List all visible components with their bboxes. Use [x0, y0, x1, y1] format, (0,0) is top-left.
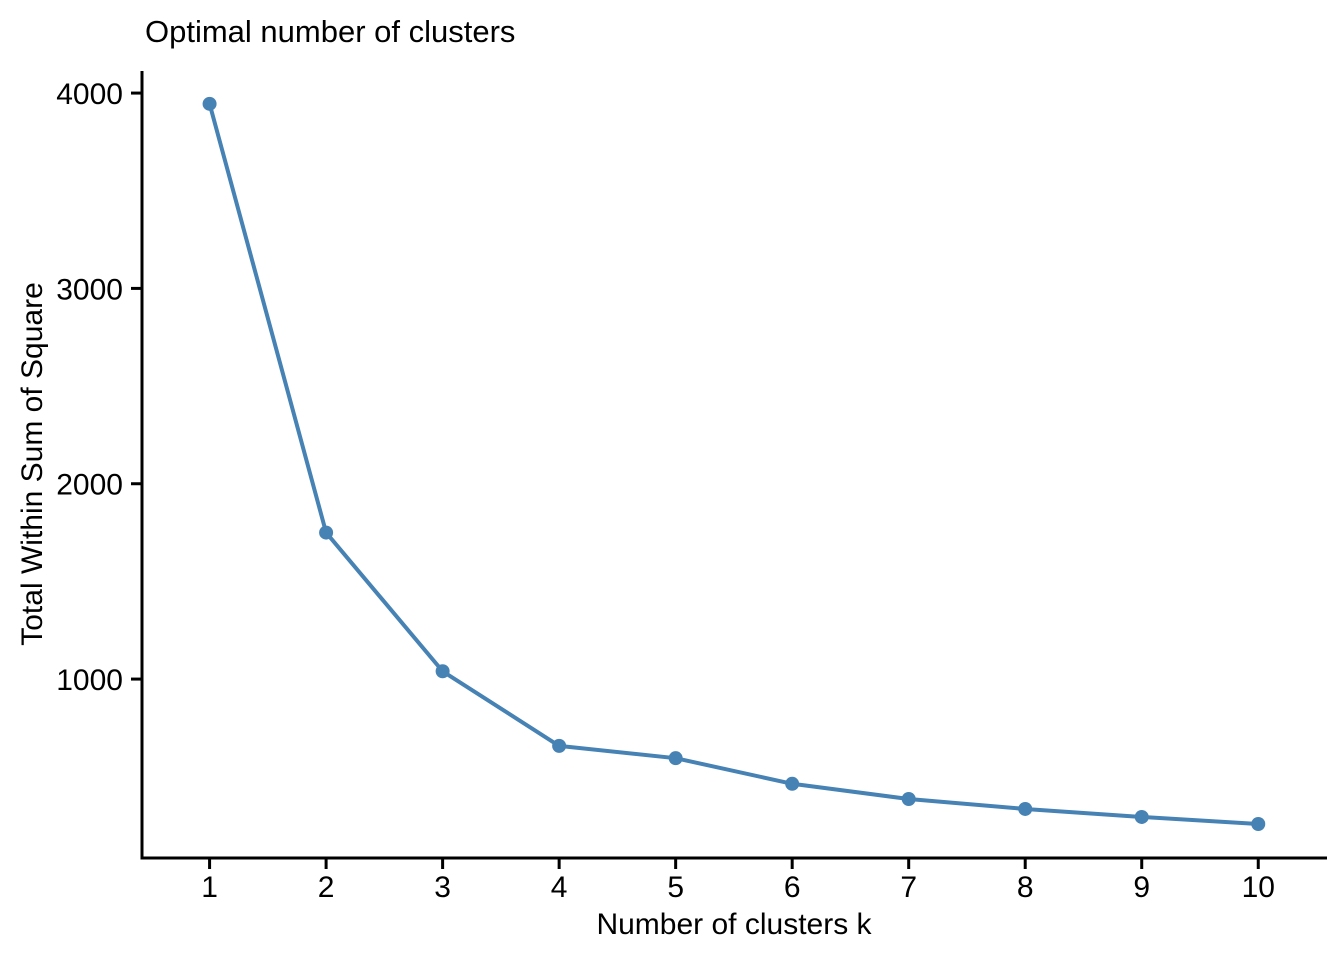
x-tick-label: 5 — [667, 871, 684, 904]
x-tick-label: 1 — [201, 871, 218, 904]
data-point — [435, 664, 450, 679]
x-axis-label: Number of clusters k — [596, 908, 872, 941]
y-tick-label: 3000 — [56, 273, 123, 306]
y-tick-label: 2000 — [56, 469, 123, 502]
y-axis-label: Total Within Sum of Square — [16, 282, 49, 646]
x-tick-label: 6 — [784, 871, 801, 904]
x-tick-label: 9 — [1133, 871, 1150, 904]
x-tick-label: 3 — [434, 871, 451, 904]
data-point — [668, 751, 683, 766]
y-tick-label: 1000 — [56, 664, 123, 697]
data-point — [552, 738, 567, 753]
x-tick-label: 2 — [318, 871, 335, 904]
x-tick-label: 10 — [1242, 871, 1275, 904]
data-point — [1018, 801, 1033, 816]
data-point — [901, 792, 916, 807]
x-tick-label: 7 — [900, 871, 917, 904]
x-tick-label: 8 — [1017, 871, 1034, 904]
data-point — [1134, 809, 1149, 824]
x-axis-ticks: 1 2 3 4 5 6 7 8 9 10 — [201, 858, 1275, 904]
data-point — [785, 776, 800, 791]
y-tick-label: 4000 — [56, 78, 123, 111]
data-point — [202, 96, 217, 111]
wss-line — [207, 101, 1261, 827]
data-point — [1251, 817, 1266, 832]
wss-series — [202, 96, 1266, 832]
data-point — [319, 525, 334, 540]
x-tick-label: 4 — [551, 871, 568, 904]
chart-title: Optimal number of clusters — [145, 14, 515, 49]
y-axis-ticks: 1000 2000 3000 4000 — [56, 78, 142, 697]
